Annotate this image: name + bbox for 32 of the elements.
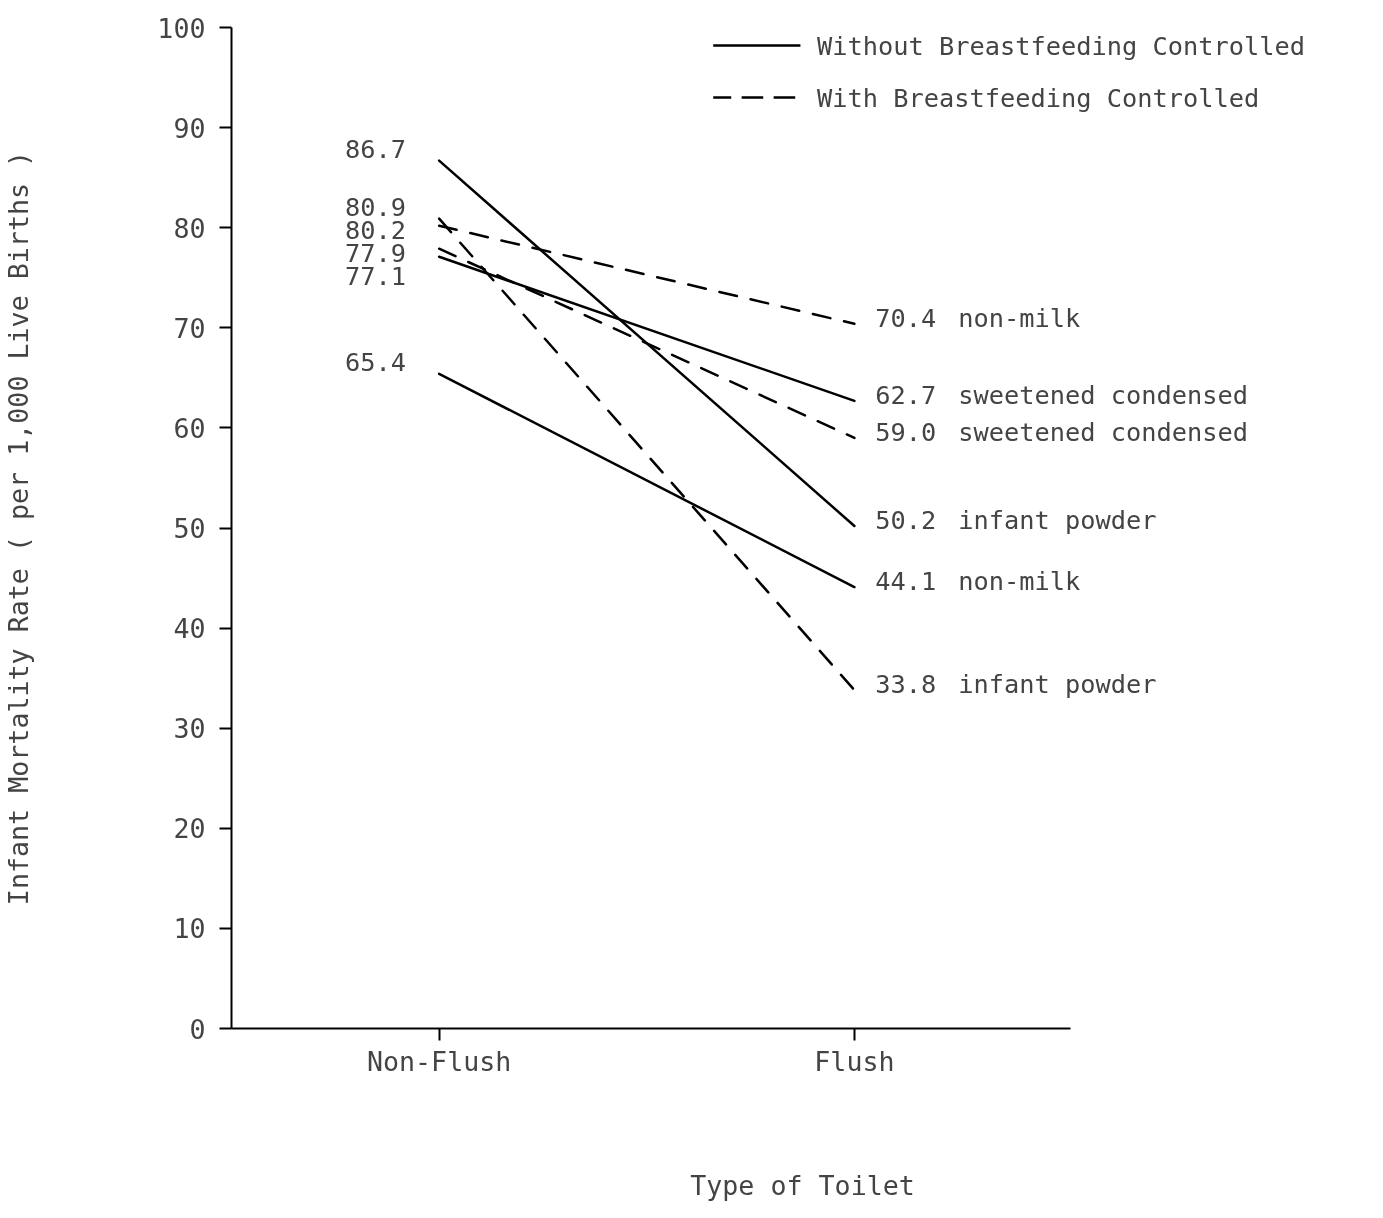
x-tick-label: Flush	[814, 1045, 895, 1077]
y-axis-title: Infant Mortality Rate ( per 1,000 Live Births )	[3, 150, 35, 906]
y-tick-label: 10	[173, 913, 206, 945]
y-tick-label: 80	[173, 212, 206, 244]
data-label: 86.7	[344, 133, 406, 164]
y-tick-label: 0	[189, 1013, 206, 1045]
data-label: 33.8	[875, 669, 937, 700]
data-label: 50.2	[875, 504, 937, 535]
data-label: 59.0	[875, 416, 937, 447]
text: non-milk	[958, 566, 1081, 597]
text: non-milk	[958, 302, 1081, 333]
data-label: 65.4	[344, 346, 406, 377]
y-tick-label: 30	[173, 713, 206, 745]
x-axis-title: Type of Toilet	[690, 1169, 915, 1201]
annotation: With Breastfeeding Controlled	[817, 82, 1260, 113]
data-label: 80.9	[344, 191, 406, 222]
y-tick-label: 90	[173, 112, 206, 144]
data-label: 62.7	[875, 379, 937, 410]
y-tick-label: 50	[173, 513, 206, 544]
y-tick-label: 70	[173, 312, 206, 344]
data-label: 44.1	[875, 566, 937, 597]
text: sweetened condensed	[958, 379, 1248, 410]
y-tick-label: 100	[157, 12, 206, 44]
text: sweetened condensed	[958, 416, 1248, 447]
y-tick-label: 20	[173, 813, 206, 845]
text: infant powder	[958, 504, 1157, 535]
x-tick-label: Non-Flush	[366, 1045, 512, 1077]
text: infant powder	[958, 669, 1157, 700]
y-tick-label: 60	[173, 412, 206, 444]
annotation: Without Breastfeeding Controlled	[817, 30, 1305, 61]
y-tick-label: 40	[173, 613, 206, 645]
data-label: 70.4	[875, 302, 937, 333]
